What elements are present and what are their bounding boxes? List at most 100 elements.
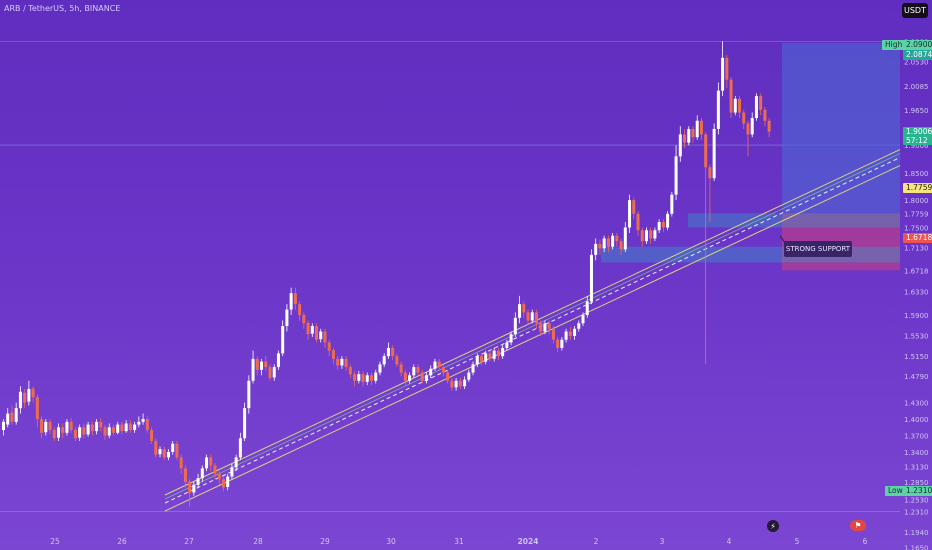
candle-body	[289, 293, 293, 310]
candle-body	[509, 334, 513, 343]
candle-body	[344, 358, 348, 368]
candle	[649, 227, 653, 244]
candle-body	[611, 235, 615, 247]
candle-body	[564, 331, 568, 340]
candle	[23, 388, 27, 409]
candle-body	[238, 438, 242, 458]
candle	[35, 394, 39, 428]
candle-body	[551, 328, 555, 340]
candle	[399, 361, 403, 377]
candle	[319, 328, 323, 343]
candle-body	[661, 222, 665, 228]
candle	[48, 419, 52, 435]
candle-body	[48, 421, 52, 431]
candle	[154, 438, 158, 458]
candle	[556, 336, 560, 353]
candle-body	[530, 312, 534, 321]
candle	[344, 356, 348, 371]
strong-support-label[interactable]: STRONG SUPPORT	[784, 241, 852, 257]
flag-icon[interactable]: ⚑	[850, 520, 866, 531]
candle	[513, 312, 517, 337]
candle-body	[40, 419, 44, 433]
candle-body	[276, 353, 280, 368]
candle	[6, 408, 10, 428]
candle	[331, 347, 335, 365]
candle	[276, 350, 280, 370]
candle-body	[420, 372, 424, 381]
currency-button[interactable]: USDT	[902, 3, 928, 18]
candle-body	[120, 424, 124, 432]
candle-body	[18, 391, 22, 409]
candle-body	[378, 364, 382, 373]
candle	[568, 327, 572, 340]
candle-body	[408, 375, 412, 381]
candle-body	[691, 128, 695, 138]
candle-body	[657, 222, 661, 231]
candle	[260, 358, 264, 376]
candle	[403, 369, 407, 386]
price-tick-label: 1.4300	[904, 400, 929, 408]
candle-body	[302, 315, 306, 324]
candle-body	[133, 424, 137, 431]
candle-body	[683, 134, 687, 143]
candle-body	[251, 358, 255, 381]
time-tick-label: 2	[594, 537, 599, 546]
candle-body	[14, 408, 18, 422]
candle	[691, 126, 695, 143]
candle	[492, 347, 496, 362]
candle	[281, 320, 285, 357]
price-tick-label: 1.2850	[904, 479, 929, 487]
candle	[111, 424, 115, 436]
candle-body	[543, 323, 547, 332]
candle-body	[484, 353, 488, 362]
candle	[31, 386, 35, 403]
candle-body	[78, 427, 82, 438]
candle	[361, 370, 365, 387]
candle-body	[733, 98, 737, 113]
price-tick-label: 1.1940	[904, 529, 929, 537]
candle-body	[319, 331, 323, 340]
candle	[577, 320, 581, 332]
candle-body	[69, 421, 73, 431]
candle-body	[209, 457, 213, 466]
price-tick-label: 1.4790	[904, 373, 929, 381]
candle	[674, 145, 678, 201]
candle-body	[331, 350, 335, 359]
candle-body	[361, 374, 365, 382]
candle	[18, 386, 22, 414]
candle-body	[581, 315, 585, 324]
price-tick-label: 1.6718	[904, 267, 929, 275]
candle	[598, 239, 602, 255]
candle-body	[213, 465, 217, 474]
candle-body	[539, 323, 543, 332]
candle	[179, 454, 183, 474]
candle	[205, 454, 209, 472]
candle-body	[35, 397, 39, 420]
candle	[454, 378, 458, 391]
candle-body	[479, 356, 483, 362]
candle-body	[90, 424, 94, 432]
candle-body	[602, 238, 606, 249]
candle	[107, 423, 111, 439]
price-tick-label: 1.3400	[904, 449, 929, 457]
price-tick-label: 1.7759	[904, 210, 929, 218]
candle-body	[310, 326, 314, 334]
candle-body	[674, 156, 678, 195]
candle-body	[382, 356, 386, 365]
low-value-tag: 1.2310	[903, 486, 932, 496]
candle-body	[255, 358, 259, 370]
candle-body	[323, 331, 327, 343]
candle	[386, 342, 390, 359]
candle	[467, 369, 471, 382]
candle	[518, 295, 522, 324]
lightning-icon[interactable]: ⚡	[767, 520, 779, 532]
candle-body	[653, 230, 657, 239]
candle-body	[441, 367, 445, 373]
price-tick-label: 1.8000	[904, 197, 929, 205]
candle-body	[704, 134, 708, 168]
candle	[420, 369, 424, 384]
candle	[471, 361, 475, 376]
candle	[65, 419, 69, 436]
price-tick-label: 1.1650	[904, 545, 929, 550]
